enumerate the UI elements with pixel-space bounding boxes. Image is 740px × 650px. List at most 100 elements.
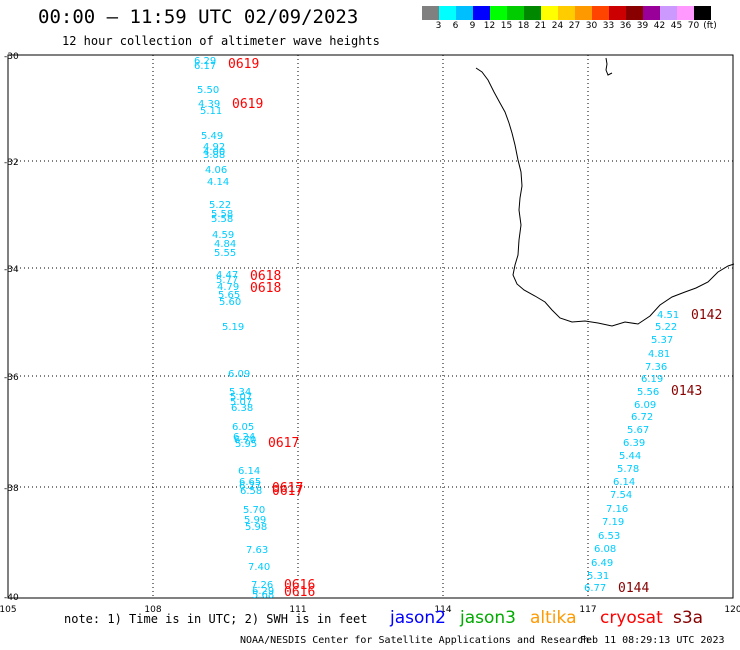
pass-time-label: 0619 (228, 57, 259, 72)
color-scale-label: 33 (602, 21, 615, 31)
track-cryosat-east: 4.515.22 5.37 4.81 7.366.19 5.56 6.096.72 5.67… (584, 310, 679, 594)
wave-height-label: 5.56 (637, 387, 659, 398)
wave-height-label: 4.79 (217, 282, 239, 293)
wave-height-label: 6.17 (194, 61, 216, 72)
lon-label-105: 105 (0, 605, 17, 615)
wave-height-label: 4.00 (203, 147, 225, 158)
wave-height-label: 4.84 (214, 239, 236, 250)
map-frame (7, 54, 734, 599)
lon-axis-labels: 105 108 111 114 117 120 (0, 605, 740, 615)
chart-title: 00:00 – 11:59 UTC 02/09/2023 (38, 6, 359, 28)
wave-height-label: 5.50 (197, 85, 219, 96)
pass-time-label: 0618 (250, 269, 281, 284)
color-scale-label: 70 (687, 21, 700, 31)
wave-height-label: 7.63 (246, 545, 268, 556)
wave-height-label: 6.70 (234, 435, 256, 446)
wave-height-label: 5.68 (252, 590, 274, 601)
wave-height-label: 4.51 (657, 310, 679, 321)
wave-height-label: 6.49 (591, 558, 613, 569)
wave-height-label: 7.26 (251, 580, 273, 591)
wave-height-label: 5.19 (222, 322, 244, 333)
wave-height-label: 6.65 (239, 477, 261, 488)
wave-height-label: 5.67 (627, 425, 649, 436)
wave-height-label: 6.58 (240, 486, 262, 497)
color-swatch (422, 6, 439, 20)
wave-height-label: 4.06 (205, 165, 227, 176)
footer-note: note: 1) Time is in UTC; 2) SWH is in fe… (64, 612, 368, 626)
color-swatch (524, 6, 541, 20)
pass-time-label: 0616 (284, 578, 315, 593)
color-swatch (609, 6, 626, 20)
color-swatch (490, 6, 507, 20)
color-swatch (575, 6, 592, 20)
wave-height-label: 6.05 (232, 422, 254, 433)
wave-height-label: 4.59 (212, 230, 234, 241)
wave-height-label: 4.39 (198, 99, 220, 110)
wave-height-label: 6.53 (598, 531, 620, 542)
color-swatch (558, 6, 575, 20)
wave-height-label: 5.22 (209, 200, 231, 211)
lat-label-34: -34 (4, 265, 19, 275)
wave-height-label: 5.99 (244, 515, 266, 526)
lat-label-38: -38 (4, 484, 19, 494)
color-scale-label: 15 (500, 21, 513, 31)
color-scale-unit: (ft) (703, 21, 717, 31)
color-swatch (677, 6, 694, 20)
color-swatch (694, 6, 711, 20)
lat-label-36: -36 (4, 373, 19, 383)
color-scale-label: 24 (551, 21, 564, 31)
wave-height-label: 6.14 (613, 477, 635, 488)
wave-height-label: 5.70 (243, 505, 265, 516)
wave-height-label: 4.47 (216, 270, 238, 281)
coastline-australia (475, 67, 735, 327)
wave-height-label: 7.54 (610, 490, 632, 501)
map-gridlines (8, 55, 733, 598)
wave-height-label: 6.72 (631, 412, 653, 423)
color-swatch (439, 6, 456, 20)
color-scale-label: 27 (568, 21, 581, 31)
island-outline (605, 57, 613, 76)
color-swatch (507, 6, 524, 20)
color-scale-label: 18 (517, 21, 530, 31)
legend-jason3: jason3 (460, 608, 516, 628)
color-swatch (626, 6, 643, 20)
pass-time-label: 0617 (268, 436, 299, 451)
wave-height-label: 5.58 (211, 214, 233, 225)
color-swatch (660, 6, 677, 20)
wave-height-label: 5.07 (230, 397, 252, 408)
wave-height-label: 7.40 (248, 562, 270, 573)
wave-height-label: 5.77 (216, 275, 238, 286)
wave-height-label: 6.24 (233, 432, 255, 443)
wave-height-label: 5.22 (655, 322, 677, 333)
wave-height-label: 6.29 (252, 586, 274, 597)
lat-label-40: -40 (4, 593, 19, 603)
wave-height-label: 3.88 (203, 150, 225, 161)
wave-height-label: 6.09 (634, 400, 656, 411)
wave-height-label: 6.29 (194, 56, 216, 67)
wave-height-label: 6.09 (228, 369, 250, 380)
wave-height-label: 5.31 (587, 571, 609, 582)
color-swatch (541, 6, 558, 20)
footer-credit: NOAA/NESDIS Center for Satellite Applica… (240, 635, 590, 646)
wave-height-label: 5.60 (219, 297, 241, 308)
color-scale-label: 12 (483, 21, 496, 31)
color-scale-label: 9 (469, 21, 476, 31)
wave-height-label: 5.11 (200, 106, 222, 117)
pass-time-label: 0142 (691, 308, 722, 323)
wave-height-label: 5.95 (235, 439, 257, 450)
wave-height-label: 4.81 (648, 349, 670, 360)
color-swatch (643, 6, 660, 20)
lat-label-32: -32 (4, 158, 19, 168)
wave-height-label: 5.37 (651, 335, 673, 346)
wave-height-label: 6.38 (231, 403, 253, 414)
lon-label-111: 111 (289, 605, 306, 615)
color-swatch (592, 6, 609, 20)
wave-height-label: 7.19 (602, 517, 624, 528)
lon-label-114: 114 (434, 605, 451, 615)
wave-height-label: 5.58 (211, 209, 233, 220)
wave-height-label: 4.92 (203, 142, 225, 153)
lon-label-117: 117 (579, 605, 596, 615)
pass-time-label: 0619 (232, 97, 263, 112)
